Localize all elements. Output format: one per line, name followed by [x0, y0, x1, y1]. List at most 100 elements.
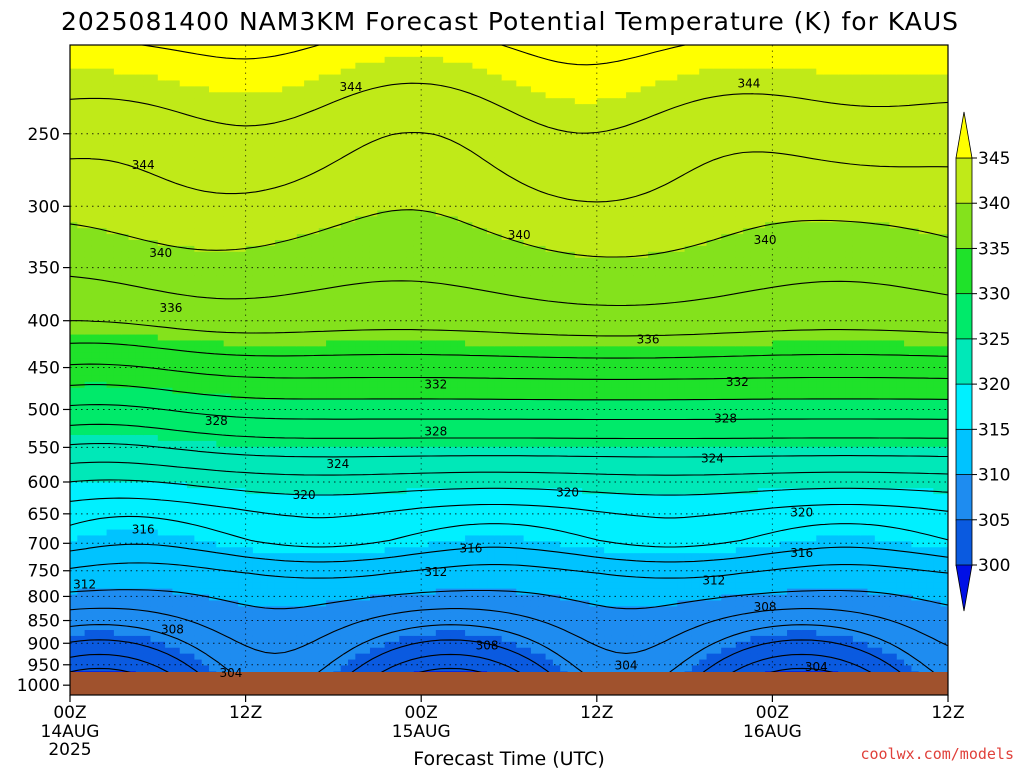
fill-cell [187, 405, 195, 412]
fill-cell [172, 180, 181, 188]
fill-cell [340, 257, 349, 265]
fill-cell [304, 399, 313, 407]
fill-cell [348, 275, 356, 282]
fill-cell [113, 500, 122, 507]
fill-cell [289, 387, 298, 395]
fill-cell [340, 299, 349, 306]
fill-cell [282, 476, 291, 483]
fill-cell [157, 245, 166, 253]
fill-cell [165, 576, 174, 584]
fill-cell [362, 228, 371, 235]
fill-cell [384, 381, 393, 389]
fill-cell [143, 529, 152, 537]
fill-cell [377, 251, 386, 259]
fill-cell [362, 606, 371, 613]
fill-cell [113, 98, 122, 105]
fill-cell [333, 299, 342, 306]
fill-cell [282, 222, 291, 229]
fill-cell [274, 275, 283, 282]
fill-cell [187, 665, 195, 672]
fill-cell [70, 464, 78, 472]
fill-cell [362, 576, 371, 584]
fill-cell [223, 68, 232, 76]
fill-cell [172, 624, 181, 631]
fill-cell [223, 553, 232, 560]
fill-cell [318, 62, 327, 70]
fill-cell [150, 600, 159, 607]
fill-cell [318, 535, 327, 542]
fill-cell [209, 659, 217, 667]
fill-cell [209, 263, 217, 271]
fill-cell [296, 641, 305, 649]
fill-cell [143, 505, 152, 513]
fill-cell [84, 92, 93, 99]
fill-cell [311, 145, 320, 152]
fill-cell [348, 98, 356, 105]
fill-cell [326, 228, 334, 235]
fill-cell [157, 411, 166, 418]
fill-cell [362, 62, 371, 70]
fill-cell [274, 228, 283, 235]
fill-cell [84, 98, 93, 105]
fill-cell [84, 659, 93, 667]
fill-cell [245, 222, 254, 229]
fill-cell [362, 74, 371, 82]
fill-cell [216, 464, 225, 472]
fill-cell [245, 523, 254, 531]
fill-cell [172, 68, 181, 76]
fill-cell [282, 500, 291, 507]
fill-cell [340, 110, 349, 117]
fill-cell [201, 375, 210, 383]
fill-cell [377, 411, 386, 418]
fill-cell [362, 523, 371, 531]
fill-cell [77, 328, 86, 336]
fill-cell [121, 535, 130, 542]
fill-cell [187, 612, 195, 619]
fill-cell [282, 287, 291, 294]
fill-cell [391, 240, 400, 247]
fill-cell [274, 316, 283, 324]
fill-cell [340, 423, 349, 430]
fill-cell [311, 62, 320, 70]
fill-cell [348, 523, 356, 531]
fill-cell [377, 216, 386, 223]
fill-cell [391, 511, 400, 519]
fill-cell [150, 559, 159, 566]
fill-cell [260, 269, 269, 277]
fill-cell [121, 74, 130, 82]
fill-cell [135, 446, 144, 454]
fill-cell [201, 163, 210, 170]
fill-cell [340, 446, 349, 454]
fill-cell [348, 133, 356, 141]
fill-cell [150, 74, 159, 82]
fill-cell [223, 287, 232, 294]
fill-cell [179, 121, 188, 129]
fill-cell [348, 529, 356, 537]
fill-cell [369, 98, 378, 105]
fill-cell [106, 600, 115, 607]
fill-cell [209, 139, 217, 147]
fill-cell [135, 458, 144, 466]
fill-cell [157, 476, 166, 483]
fill-cell [99, 565, 108, 572]
fill-cell [113, 145, 122, 152]
fill-cell [333, 559, 342, 566]
fill-cell [179, 222, 188, 229]
fill-cell [91, 133, 100, 141]
fill-cell [77, 68, 86, 76]
fill-cell [209, 588, 217, 596]
fill-cell [128, 287, 137, 294]
fill-cell [311, 618, 320, 625]
fill-cell [113, 417, 122, 424]
fill-cell [348, 494, 356, 501]
fill-cell [77, 287, 86, 294]
fill-cell [318, 458, 327, 466]
fill-cell [143, 653, 152, 661]
fill-cell [245, 440, 254, 448]
fill-cell [377, 446, 386, 454]
fill-cell [238, 198, 247, 206]
fill-cell [267, 624, 276, 631]
fill-cell [113, 665, 122, 672]
fill-cell [172, 464, 181, 472]
fill-cell [377, 263, 386, 271]
